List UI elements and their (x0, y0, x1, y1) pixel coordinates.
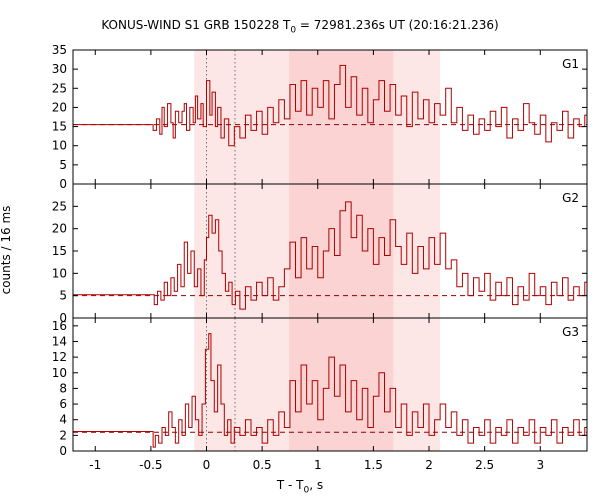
g3-ytick-label: 12 (52, 350, 67, 364)
g1-shaded-interval-0 (194, 50, 289, 184)
xtick-label: 3 (536, 458, 544, 472)
g3-ytick-label: 14 (52, 334, 67, 348)
g3-ytick-label: 4 (59, 413, 67, 427)
g3-panel-frame (72, 317, 588, 452)
g1-ytick-label: 10 (52, 139, 67, 153)
xtick-label: -1 (89, 458, 101, 472)
g2-light-curve (73, 201, 587, 310)
g3-ytick-label: 16 (52, 319, 67, 333)
g3-ytick-label: 2 (59, 428, 67, 442)
xlabel-suffix: , s (309, 478, 324, 492)
g3-ytick-label: 0 (59, 444, 67, 458)
xtick-label: 1 (314, 458, 322, 472)
g1-panel-name: G1 (562, 57, 579, 71)
title-suffix: = 72981.236s UT (20:16:21.236) (296, 18, 499, 32)
g2-ytick-label: 15 (52, 244, 67, 258)
title-sub: 0 (290, 25, 297, 36)
g1-ytick-label: 35 (52, 43, 67, 57)
g2-panel-name: G2 (562, 191, 579, 205)
g3-shaded-interval-2 (393, 318, 441, 451)
title-prefix: KONUS-WIND S1 GRB 150228 T (101, 18, 291, 32)
g1-ytick-label: 0 (59, 177, 67, 191)
g1-shaded-interval-1 (288, 50, 394, 184)
g2-ytick-label: 25 (52, 199, 67, 213)
g3-panel-name: G3 (562, 325, 579, 339)
g2-shaded-interval-0 (194, 184, 289, 318)
g3-ytick-label: 6 (59, 397, 67, 411)
xtick-label: 0.5 (253, 458, 272, 472)
g1-ytick-label: 25 (52, 81, 67, 95)
g2-shaded-interval-1 (288, 184, 394, 318)
x-axis-label: T - T0, s (0, 478, 600, 495)
xtick-label: 2 (425, 458, 433, 472)
g1-ytick-label: 15 (52, 120, 67, 134)
g2-ytick-label: 20 (52, 222, 67, 236)
g1-ytick-label: 5 (59, 158, 67, 172)
chart-title: KONUS-WIND S1 GRB 150228 T0 = 72981.236s… (0, 18, 600, 35)
g2-ytick-label: 10 (52, 266, 67, 280)
g3-light-curve (73, 333, 587, 448)
g1-shaded-interval-2 (393, 50, 441, 184)
g2-shaded-interval-2 (393, 184, 441, 318)
g1-ytick-label: 30 (52, 62, 67, 76)
g3-shaded-interval-1 (288, 318, 394, 451)
g2-ytick-label: 5 (59, 289, 67, 303)
xtick-label: 2.5 (475, 458, 494, 472)
g1-light-curve (73, 64, 587, 147)
xtick-label: 0 (203, 458, 211, 472)
g2-ytick-label: 0 (59, 311, 67, 325)
g3-ytick-label: 10 (52, 366, 67, 380)
xlabel-sub: 0 (303, 485, 310, 496)
g3-ytick-label: 8 (59, 381, 67, 395)
xtick-label: -0.5 (139, 458, 162, 472)
xtick-label: 1.5 (364, 458, 383, 472)
g1-ytick-label: 20 (52, 100, 67, 114)
xlabel-prefix: T - T (276, 478, 304, 492)
